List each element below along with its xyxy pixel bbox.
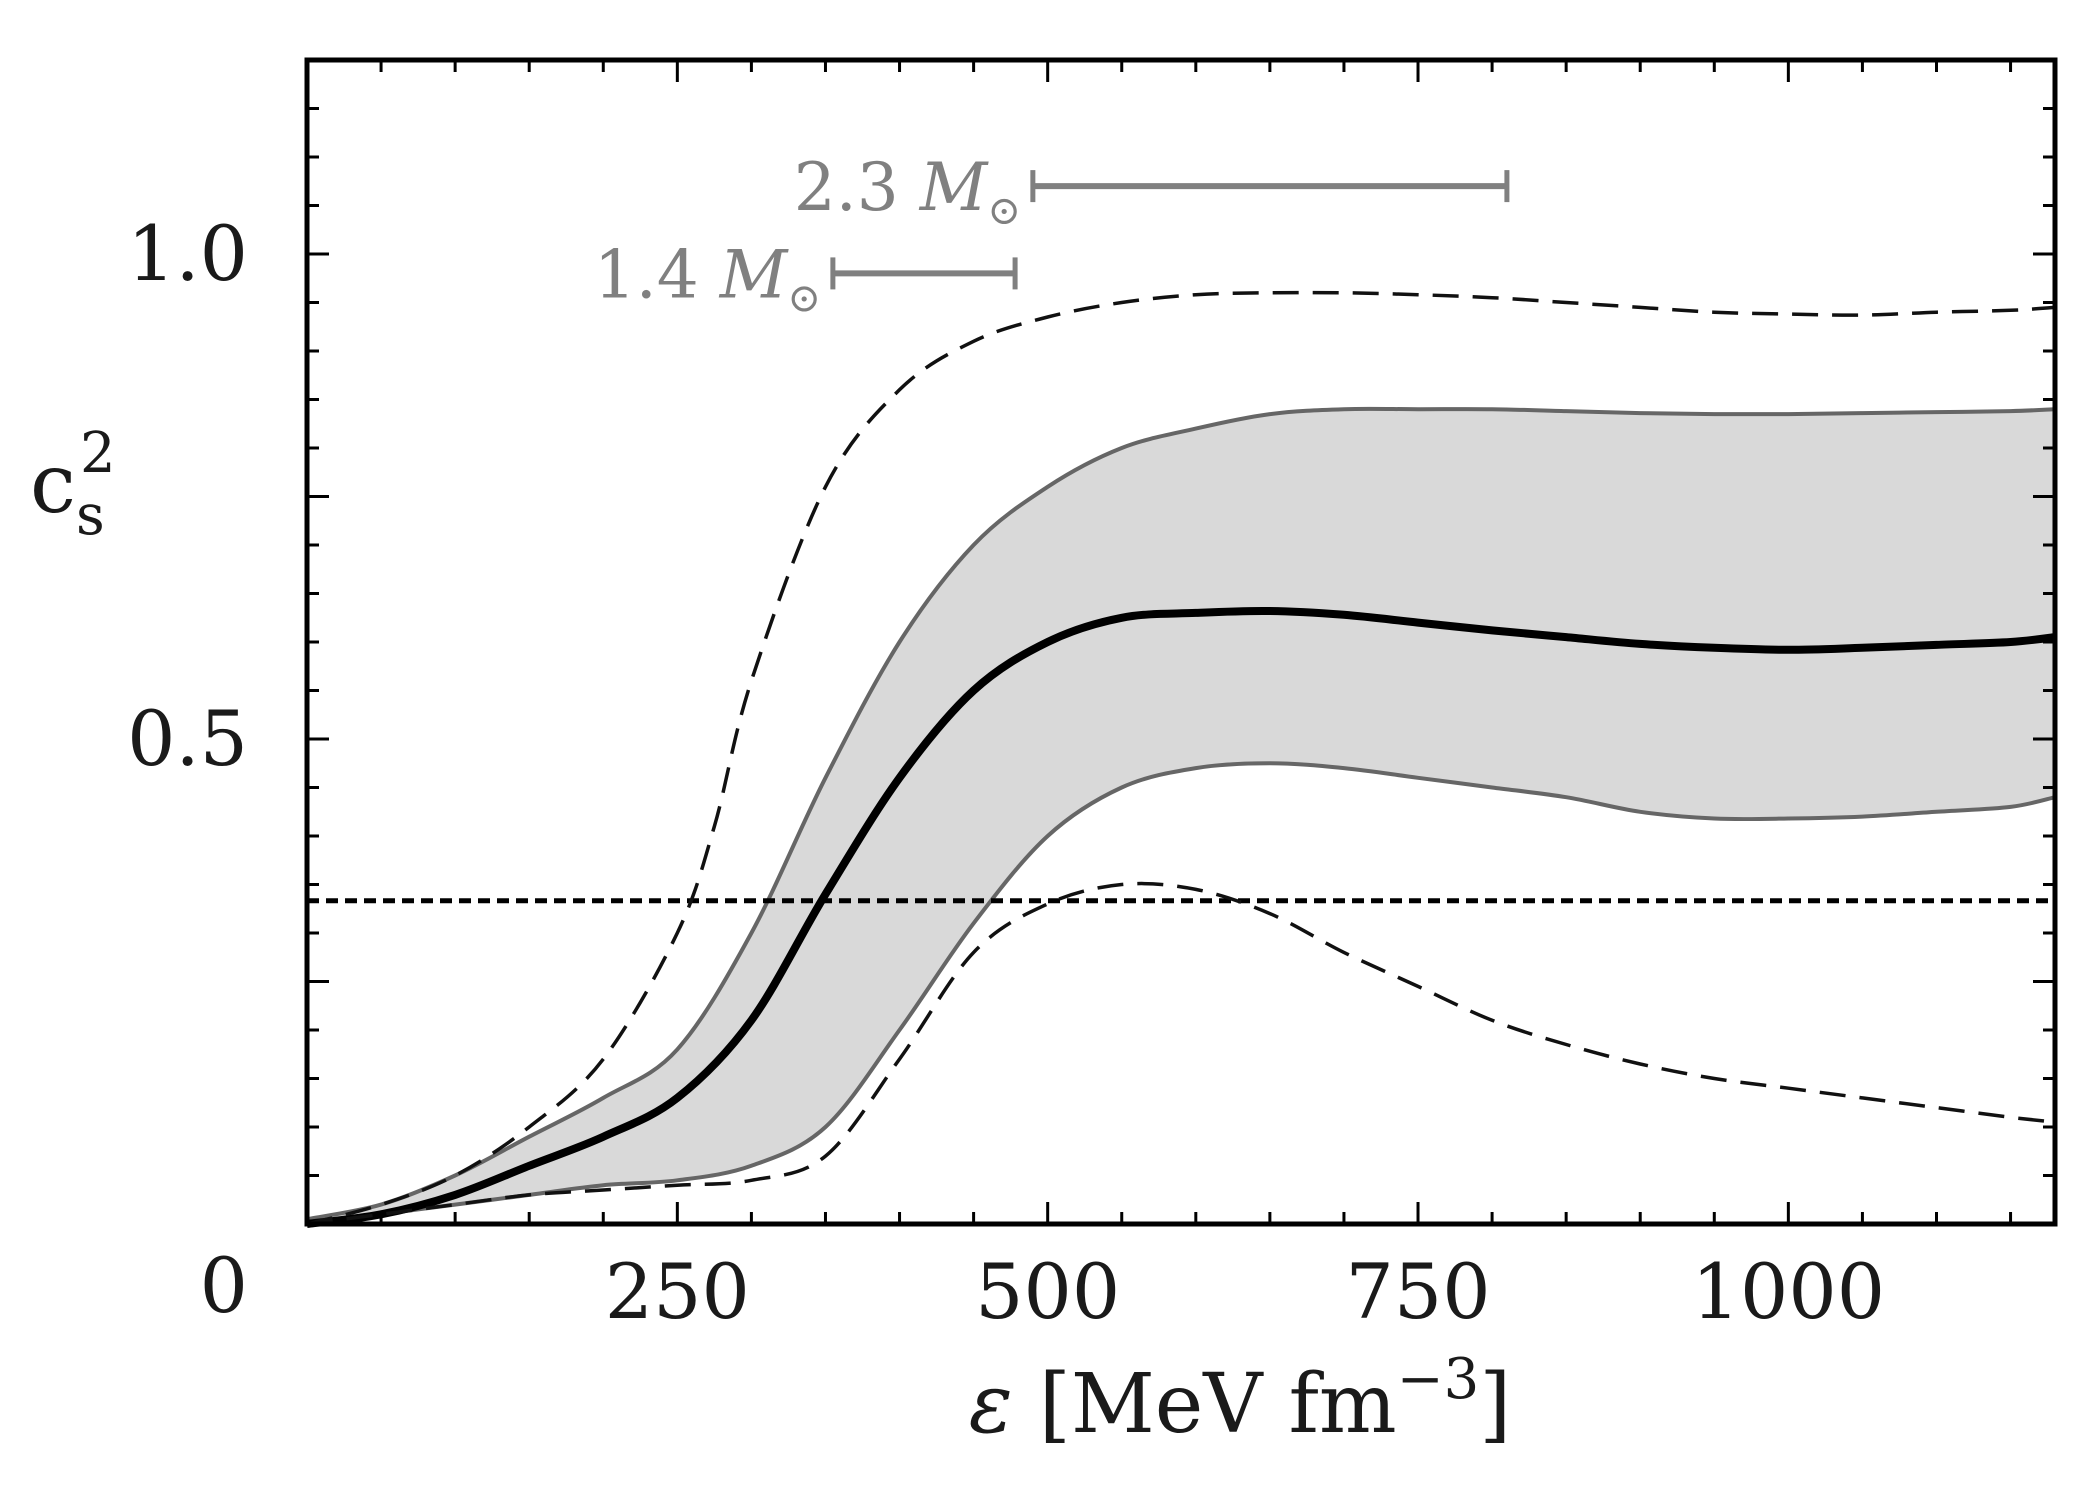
mass-range-unit: M bbox=[919, 149, 989, 226]
mass-range-label: 1.4 M⊙ bbox=[594, 236, 821, 321]
plot-area bbox=[306, 290, 2056, 1228]
y-tick-label: 1.0 bbox=[127, 209, 248, 298]
annotations: 2.3 M⊙1.4 M⊙ bbox=[594, 149, 1510, 321]
plot-frame bbox=[304, 57, 2058, 1227]
series-upper-dashed-line bbox=[306, 290, 2056, 1226]
y-tick-label: 0.5 bbox=[127, 694, 248, 783]
band-upper-edge bbox=[306, 406, 2056, 1222]
mass-range-annotation: 1.4 M⊙ bbox=[594, 236, 1018, 321]
y-tick-label: 0 bbox=[200, 1241, 248, 1330]
x-tick-label: 250 bbox=[605, 1247, 750, 1336]
x-axis-title-unit: MeV fm bbox=[1071, 1357, 1397, 1452]
mass-range-value: 1.4 bbox=[594, 236, 720, 313]
x-tick-label: 1000 bbox=[1692, 1247, 1885, 1336]
tick-labels: 250 500 750 1000 0 0.5 1.0 bbox=[127, 209, 1885, 1336]
mass-range-label: 2.3 M⊙ bbox=[794, 149, 1021, 234]
x-axis-title-open-bracket: [ bbox=[1039, 1357, 1071, 1452]
series-median-line bbox=[306, 606, 2056, 1228]
mass-range-annotation: 2.3 M⊙ bbox=[794, 149, 1510, 234]
y-axis-title: cs2 bbox=[30, 421, 116, 548]
x-axis-title-close-bracket: ] bbox=[1479, 1357, 1511, 1452]
y-axis-title-base: c bbox=[30, 437, 76, 532]
x-tick-label: 750 bbox=[1345, 1247, 1490, 1336]
x-axis-title-exponent: −3 bbox=[1397, 1347, 1480, 1412]
mass-range-sub: ⊙ bbox=[987, 188, 1021, 234]
y-axis-title-superscript: 2 bbox=[80, 421, 116, 486]
y-axis-title-subscript: s bbox=[76, 483, 105, 548]
mass-range-value: 2.3 bbox=[794, 149, 920, 226]
band-lower-edge bbox=[306, 761, 2056, 1226]
mass-range-sub: ⊙ bbox=[787, 275, 821, 321]
x-axis-title-symbol: ε bbox=[969, 1357, 1013, 1452]
x-axis-title: ε [MeV fm−3] bbox=[969, 1347, 1512, 1452]
mass-range-unit: M bbox=[719, 236, 789, 313]
series-lower-dashed-line bbox=[306, 881, 2056, 1226]
band-fill bbox=[307, 408, 2055, 1224]
x-tick-label: 500 bbox=[975, 1247, 1120, 1336]
